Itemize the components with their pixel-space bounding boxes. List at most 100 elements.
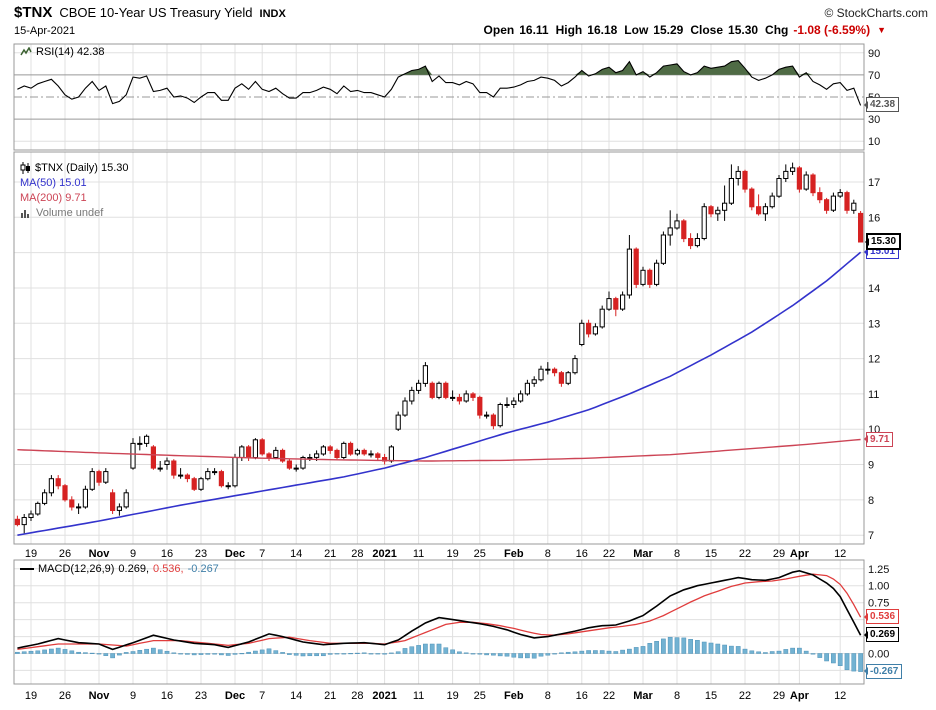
candle (348, 442, 354, 455)
candle (178, 474, 184, 477)
ma200-line (17, 438, 861, 462)
y-axis-label: 13 (868, 318, 880, 330)
x-axis-label: 14 (290, 548, 302, 560)
panel-border (13, 559, 865, 685)
chg-label: Chg (765, 23, 789, 37)
legend-macd-signal-value: 0.536, (153, 563, 184, 575)
candle (252, 439, 259, 458)
candle (477, 396, 483, 416)
y-axis-label: 1.25 (868, 564, 889, 576)
chart-header: $TNX CBOE 10-Year US Treasury Yield INDX… (0, 0, 936, 42)
candle (803, 174, 809, 190)
price-legend-label: $TNX (Daily) 15.30 (35, 161, 129, 174)
candle (490, 414, 496, 427)
macd-value-badge: 0.269 (863, 627, 900, 643)
x-axis-label: Nov (89, 548, 111, 560)
copyright-link[interactable]: © StockCharts.com (824, 6, 928, 20)
x-axis-label: 15 (705, 548, 717, 560)
candle (409, 389, 415, 402)
macd-legend: MACD(12,26,9) 0.269, 0.536, -0.267 (20, 563, 219, 575)
candle (422, 365, 428, 384)
candle (796, 167, 802, 190)
candle (633, 248, 639, 285)
candle (769, 195, 775, 208)
candle (626, 248, 632, 296)
candle (280, 449, 286, 462)
candle (592, 326, 598, 335)
rsi-overbought-fill (17, 60, 861, 75)
down-arrow-icon: ▼ (877, 25, 886, 35)
candle (613, 298, 619, 310)
candle (749, 188, 755, 208)
candle (69, 499, 75, 508)
x-axis-label: 8 (545, 690, 551, 702)
symbol: $TNX (14, 4, 53, 21)
candle (62, 485, 68, 501)
candle (579, 322, 585, 345)
macd-histogram (15, 636, 863, 672)
candle (246, 446, 252, 458)
candle (436, 382, 442, 398)
rsi-line (17, 60, 862, 106)
x-axis-label: 19 (446, 690, 458, 702)
candle (157, 467, 163, 470)
y-axis-label: 11 (868, 389, 879, 401)
x-axis-label: 11 (413, 548, 424, 560)
candle (286, 460, 292, 469)
y-axis-label: 90 (868, 48, 880, 60)
x-axis-label: Feb (504, 548, 524, 560)
candle (844, 192, 850, 211)
legend-ma200: MA(200) 9.71 (20, 191, 87, 204)
legend-macd-value: 0.269, (118, 563, 150, 575)
x-axis-label: 25 (474, 548, 486, 560)
candle (715, 209, 721, 215)
candle (830, 195, 836, 211)
price-legend-row: $TNX (Daily) 15.30 (20, 160, 129, 175)
chart-date: 15-Apr-2021 (14, 25, 76, 37)
candle (28, 513, 34, 518)
price-legend: $TNX (Daily) 15.30 MA(50) 15.01 MA(200) … (20, 160, 129, 220)
candle (701, 206, 707, 239)
candle (150, 446, 157, 469)
legend-volume: Volume undef (36, 206, 104, 219)
candle (790, 167, 796, 172)
x-axis-label: 8 (674, 548, 680, 560)
x-axis-label: 14 (290, 690, 302, 702)
candle (776, 178, 782, 197)
x-axis-label: 23 (195, 690, 207, 702)
candle (851, 202, 857, 211)
exchange-label: INDX (259, 8, 286, 20)
x-axis-label: 12 (834, 690, 846, 702)
candle (164, 460, 170, 465)
macd-legend-label: MACD(12,26,9) (38, 563, 115, 575)
candle (565, 372, 571, 384)
x-axis-label: Mar (633, 690, 653, 702)
open-label: Open (483, 23, 515, 37)
candle (531, 379, 537, 384)
candle (654, 262, 660, 285)
candle (762, 206, 768, 215)
candle (259, 439, 265, 455)
candle (722, 202, 728, 211)
low-value: 15.29 (653, 23, 684, 37)
x-axis-label: 9 (130, 690, 136, 702)
candle (395, 414, 401, 430)
x-axis-label: 8 (545, 548, 551, 560)
x-axis-label: 25 (474, 690, 486, 702)
candle (681, 220, 687, 240)
x-axis-label: 22 (603, 548, 615, 560)
candle (524, 382, 530, 395)
candle (48, 478, 54, 494)
x-axis-label: 2021 (372, 548, 396, 560)
candle (674, 220, 680, 229)
candle (110, 492, 116, 511)
candle (55, 478, 61, 487)
candle (116, 506, 123, 511)
candle (171, 460, 177, 476)
candle (586, 322, 592, 335)
macd-signal-badge: 0.536 (863, 609, 900, 625)
macd-signal-line (17, 573, 862, 651)
candle (266, 453, 272, 458)
x-axis-label: Dec (225, 548, 245, 560)
